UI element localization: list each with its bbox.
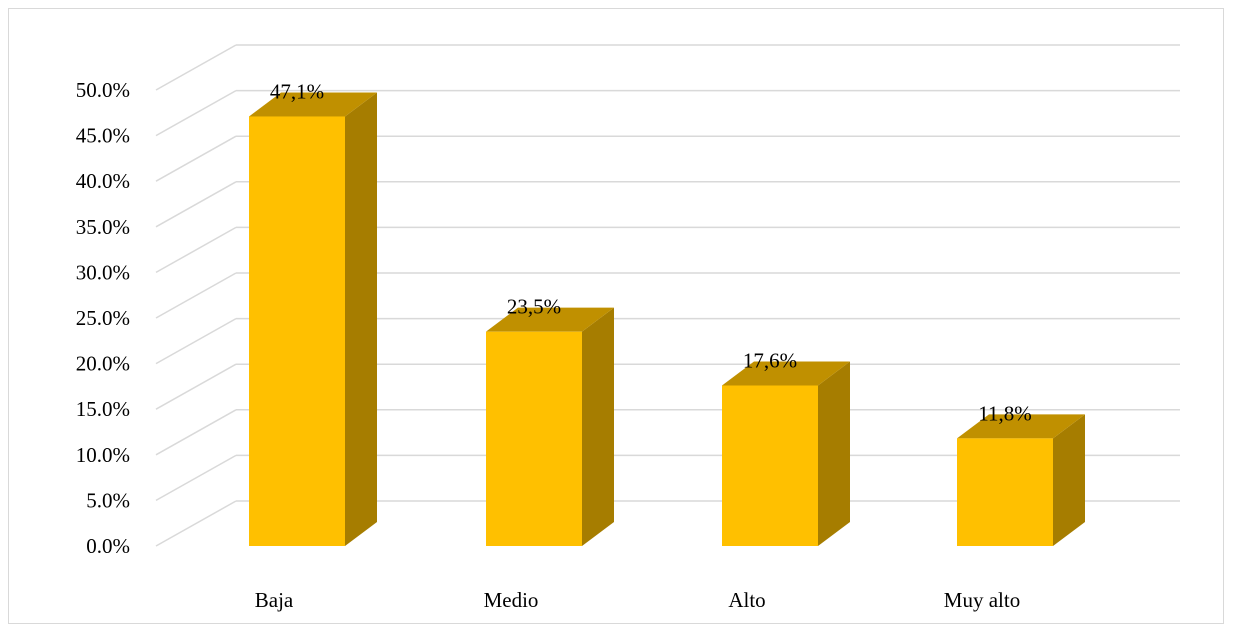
- x-tick-label: Muy alto: [944, 588, 1020, 612]
- x-tick-label: Baja: [255, 588, 294, 612]
- data-label: 23,5%: [507, 295, 561, 319]
- bar-side: [1053, 414, 1085, 546]
- y-tick-label: 50.0%: [76, 78, 130, 102]
- bar-top: [722, 361, 850, 386]
- gridline-side: [155, 363, 237, 410]
- bar: [249, 116, 345, 546]
- bar-side: [582, 307, 614, 546]
- y-tick-label: 20.0%: [76, 352, 130, 376]
- y-tick-label: 15.0%: [76, 397, 130, 421]
- data-label: 17,6%: [743, 348, 797, 372]
- y-tick-label: 35.0%: [76, 215, 130, 239]
- y-tick-label: 30.0%: [76, 260, 130, 284]
- bar-top: [957, 414, 1085, 439]
- gridline-side: [155, 44, 237, 91]
- gridline-side: [155, 226, 237, 274]
- bar-top: [486, 307, 614, 332]
- bar: [957, 438, 1053, 546]
- x-tick-label: Alto: [728, 588, 765, 612]
- y-tick-label: 0.0%: [86, 534, 130, 558]
- gridline-side: [155, 454, 237, 502]
- gridline-side: [155, 272, 237, 319]
- gridline-side: [155, 317, 237, 365]
- y-tick-label: 45.0%: [76, 124, 130, 148]
- gridline-side: [155, 181, 237, 228]
- y-tick-label: 40.0%: [76, 169, 130, 193]
- gridline-side: [155, 409, 237, 456]
- x-tick-label: Medio: [484, 588, 539, 612]
- data-label: 11,8%: [978, 401, 1031, 425]
- y-tick-label: 5.0%: [86, 488, 130, 512]
- gridline-side: [155, 135, 237, 182]
- bar: [486, 331, 582, 546]
- bar-side: [345, 92, 377, 546]
- y-tick-label: 10.0%: [76, 443, 130, 467]
- data-label: 47,1%: [270, 79, 324, 103]
- bar: [722, 385, 818, 546]
- bar-side: [818, 361, 850, 546]
- gridline-side: [155, 89, 237, 137]
- bar-top: [249, 92, 377, 117]
- y-tick-label: 25.0%: [76, 306, 130, 330]
- gridline-side: [155, 500, 237, 547]
